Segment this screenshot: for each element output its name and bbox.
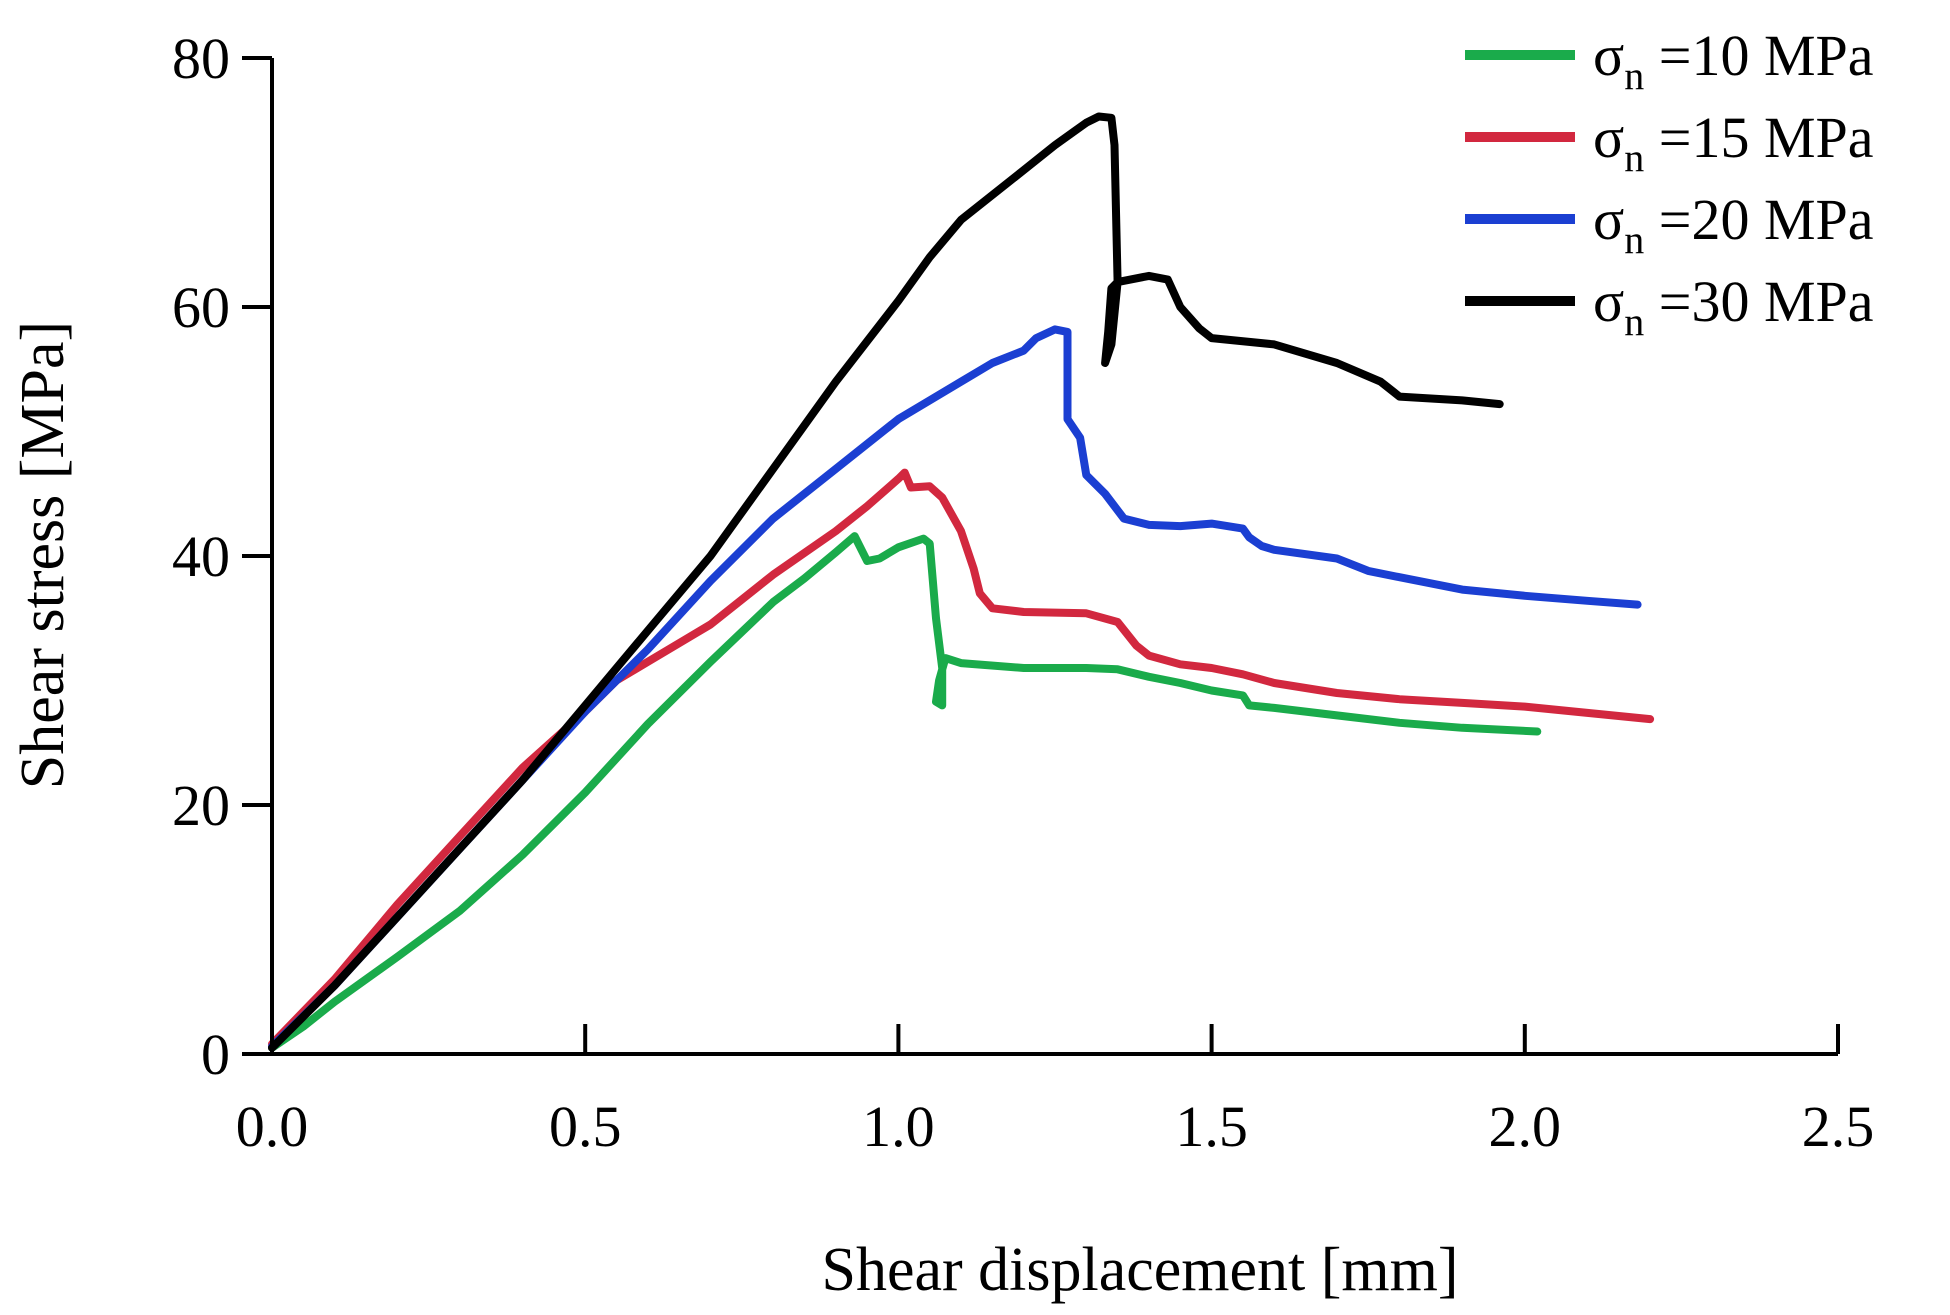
x-tick-label: 1.5 — [1175, 1094, 1248, 1159]
legend-text: =15 MPa — [1644, 105, 1873, 170]
series-line-2 — [268, 468, 1655, 1048]
y-tick-label: 0 — [201, 1022, 230, 1087]
x-tick-label: 0.5 — [549, 1094, 622, 1159]
legend-label-4: σn =30 MPa — [1593, 269, 1874, 344]
legend-subscript: n — [1624, 299, 1644, 344]
legend-subscript: n — [1624, 135, 1644, 180]
legend-text: =30 MPa — [1644, 269, 1873, 334]
legend-symbol: σ — [1593, 187, 1624, 252]
x-tick-label: 0.0 — [236, 1094, 309, 1159]
y-tick-label: 60 — [172, 275, 230, 340]
legend-subscript: n — [1624, 53, 1644, 98]
legend-symbol: σ — [1593, 23, 1624, 88]
series-line-1 — [268, 532, 1542, 1052]
y-tick-label: 20 — [172, 773, 230, 838]
legend-symbol: σ — [1593, 269, 1624, 334]
series-line-3 — [268, 325, 1642, 1051]
legend-symbol: σ — [1593, 105, 1624, 170]
legend-label-1: σn =10 MPa — [1593, 23, 1874, 98]
x-axis-title: Shear displacement [mm] — [821, 1236, 1458, 1304]
x-ticks: 0.0 0.5 1.0 1.5 2.0 2.5 — [236, 1024, 1875, 1159]
y-tick-label: 80 — [172, 26, 230, 91]
y-tick-label: 40 — [172, 524, 230, 589]
legend-label-3: σn =20 MPa — [1593, 187, 1874, 262]
legend-subscript: n — [1624, 217, 1644, 262]
y-ticks: 0 20 40 60 80 — [172, 26, 272, 1087]
x-tick-label: 2.0 — [1489, 1094, 1562, 1159]
legend-text: =10 MPa — [1644, 23, 1873, 88]
legend-text: =20 MPa — [1644, 187, 1873, 252]
x-tick-label: 2.5 — [1802, 1094, 1875, 1159]
y-axis-title: Shear stress [MPa] — [9, 321, 77, 789]
plot-lines — [268, 112, 1655, 1052]
legend-label-2: σn =15 MPa — [1593, 105, 1874, 180]
x-tick-label: 1.0 — [862, 1094, 935, 1159]
series-line-4 — [268, 112, 1504, 1052]
